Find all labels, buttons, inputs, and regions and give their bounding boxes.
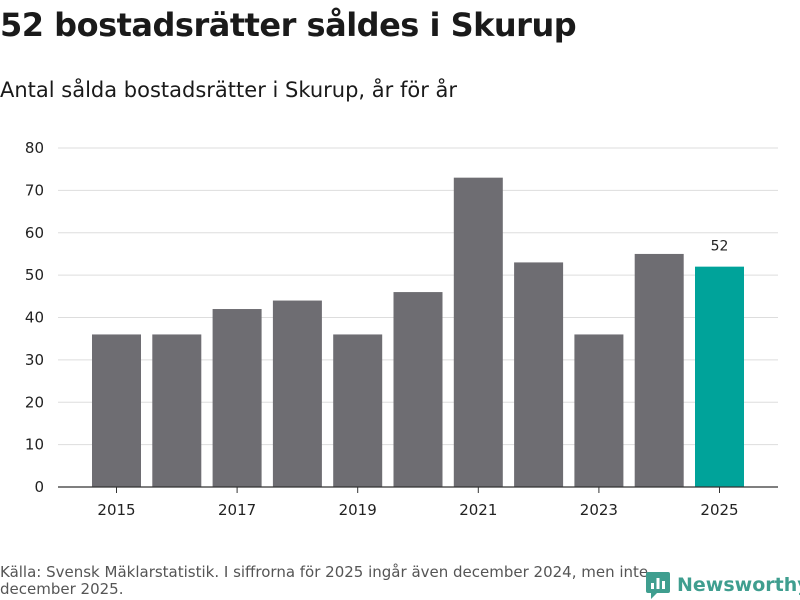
source-note: Källa: Svensk Mäklarstatistik. I siffror… [0,563,649,598]
y-tick-label: 50 [25,266,44,284]
bar-chart: 0 10 20 30 40 50 60 70 80 52 2015 2017 2019 2021 2023 2… [25,139,778,519]
y-tick-label: 0 [34,478,44,496]
x-tick-label: 2021 [459,501,497,519]
newsworthy-logo-text: Newsworthy [677,574,800,596]
y-tick-label: 40 [25,309,44,327]
data-label: 52 [711,239,729,255]
bar-2020 [393,292,443,487]
bar-2017 [212,309,262,487]
x-tick-label: 2019 [339,501,377,519]
bar-2015 [92,334,141,487]
bar-2018 [272,300,322,487]
bar-2016 [152,334,202,487]
newsworthy-logo-icon [646,572,670,599]
bar-2024 [634,253,684,487]
y-tick-label: 80 [25,139,44,157]
newsworthy-logo[interactable]: Newsworthy [645,570,800,600]
x-tick-label: 2015 [97,501,135,519]
bar-2023 [574,334,624,487]
bar-2025 [695,266,744,487]
x-tick-label: 2023 [580,501,618,519]
y-tick-label: 70 [25,181,44,199]
x-tick-label: 2017 [218,501,256,519]
chart-subtitle: Antal sålda bostadsrätter i Skurup, år f… [0,78,458,102]
y-tick-label: 60 [25,224,44,242]
y-tick-label: 20 [25,393,44,411]
bar-2019 [333,334,383,487]
x-tick-label: 2025 [700,501,738,519]
y-tick-label: 30 [25,351,44,369]
chart-title: 52 bostadsrätter såldes i Skurup [0,6,577,44]
y-tick-label: 10 [25,436,44,454]
bar-2022 [514,262,564,487]
bar-2021 [453,177,503,487]
